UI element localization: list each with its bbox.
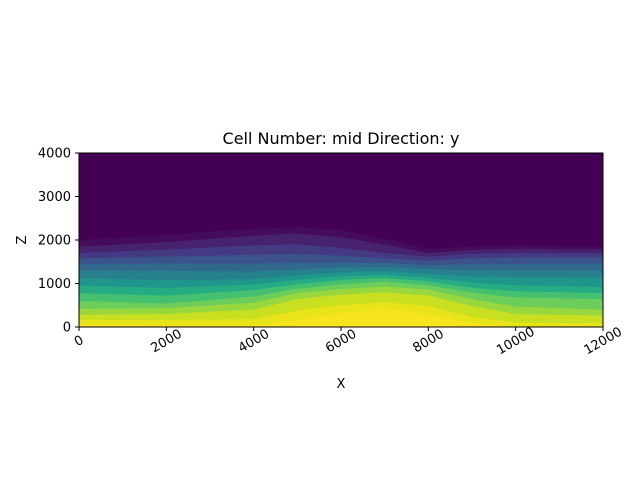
plot-area	[78, 152, 604, 328]
y-tick-label: 2000	[38, 234, 71, 249]
y-tick-label: 1000	[38, 277, 71, 292]
y-tick-label: 0	[63, 321, 71, 336]
y-axis: 0 1000 2000 3000 4000	[38, 147, 79, 336]
y-tick-label: 3000	[38, 190, 71, 205]
heatmap-layers	[79, 153, 603, 327]
y-axis-label: Z	[15, 235, 30, 244]
heatmap-layer-13	[79, 308, 603, 327]
x-axis-label: X	[337, 377, 346, 392]
y-tick-label: 4000	[38, 147, 71, 162]
chart-title: Cell Number: mid Direction: y	[223, 129, 460, 148]
